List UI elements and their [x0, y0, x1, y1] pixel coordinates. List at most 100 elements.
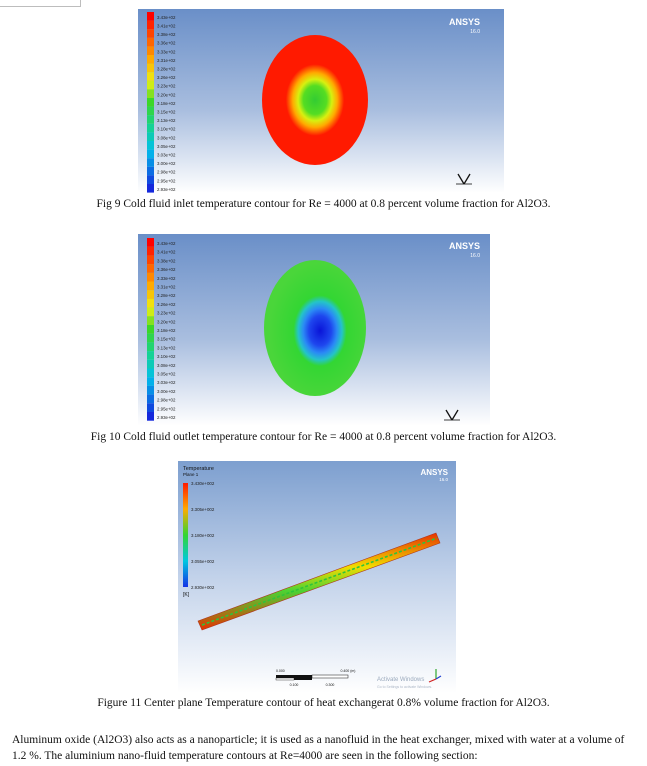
legend-color-band — [147, 316, 154, 325]
legend-color-band — [147, 403, 154, 412]
legend-tick-label: 3.38e+02 — [157, 32, 176, 37]
legend-color-band — [147, 106, 154, 116]
legend-tick-label: 3.23e+02 — [157, 311, 176, 316]
scale-label-max: 0.400 (m) — [341, 669, 356, 673]
legend-color-band — [147, 290, 154, 299]
color-legend-bar — [147, 12, 154, 193]
figure-9-caption: Fig 9 Cold fluid inlet temperature conto… — [96, 198, 551, 210]
legend-tick-label: 3.43e+02 — [157, 241, 176, 246]
legend-tick-label: 3.13e+02 — [157, 118, 176, 123]
legend-color-band — [147, 377, 154, 386]
legend-tick-label: 3.00e+02 — [157, 161, 176, 166]
legend-color-band — [147, 333, 154, 343]
legend-tick-label: 3.18e+02 — [157, 101, 176, 106]
legend-color-band — [147, 385, 154, 395]
legend-color-band — [147, 12, 154, 21]
legend-tick-label: 3.33e+02 — [157, 49, 176, 54]
legend-tick-label: 3.43e+02 — [157, 15, 176, 20]
legend-color-band — [147, 141, 154, 150]
scale-label-zero: 0.000 — [276, 669, 285, 673]
legend-color-band — [147, 55, 154, 64]
legend-tick-label: 2.98e+02 — [157, 398, 176, 403]
legend-color-band — [147, 351, 154, 360]
body-paragraph: Aluminum oxide (Al2O3) also acts as a na… — [12, 734, 625, 762]
page-corner-mark — [0, 0, 81, 7]
legend-tick-label: 3.08e+02 — [157, 135, 176, 140]
axis-triad-icon — [428, 669, 442, 683]
legend-tick-label: 3.28e+02 — [157, 66, 176, 71]
legend-tick-label: 3.20e+02 — [157, 319, 176, 324]
inlet-temperature-contour — [262, 35, 368, 165]
watermark-text: Activate Windows — [377, 677, 424, 683]
legend-tick-label: 2.930e+002 — [191, 585, 215, 590]
ansys-logo: ANSYS — [449, 17, 480, 27]
legend-tick-label: 3.03e+02 — [157, 380, 176, 385]
legend-tick-label: 3.180e+002 — [191, 533, 215, 538]
figure-11: Temperature Plane 1 3.430e+002 3.305e+002… — [178, 461, 456, 693]
scale-label-left: 0.100 — [290, 683, 299, 687]
legend-color-band — [147, 149, 154, 159]
color-legend-labels: 3.430e+002 3.305e+002 3.180e+002 3.055e+002… — [191, 481, 215, 590]
legend-tick-label: 3.26e+02 — [157, 75, 176, 80]
legend-color-band — [147, 272, 154, 282]
legend-tick-label: 3.15e+02 — [157, 337, 176, 342]
legend-color-band — [147, 132, 154, 141]
ansys-logo: ANSYS — [449, 241, 480, 251]
legend-tick-label: 3.41e+02 — [157, 250, 176, 255]
watermark-subtext: Go to Settings to activate Windows. — [377, 685, 432, 689]
axis-triad-icon — [456, 173, 472, 185]
legend-color-band — [147, 307, 154, 317]
legend-tick-label: 3.03e+02 — [157, 152, 176, 157]
legend-tick-label: 3.05e+02 — [157, 144, 176, 149]
legend-tick-label: 3.36e+02 — [157, 41, 176, 46]
legend-color-band — [147, 264, 154, 273]
legend-color-band — [147, 342, 154, 352]
scale-bar: 0.000 0.400 (m) 0.100 0.300 — [275, 669, 356, 687]
legend-tick-label: 3.28e+02 — [157, 293, 176, 298]
figure-10: 3.43e+02 3.41e+02 3.38e+02 3.36e+02 3.33e+02… — [138, 234, 490, 426]
legend-color-band — [147, 255, 154, 265]
legend-color-band — [147, 20, 154, 30]
legend-color-band — [147, 46, 154, 55]
legend-tick-label: 3.10e+02 — [157, 354, 176, 359]
legend-unit: [K] — [183, 592, 190, 598]
legend-tick-label: 3.05e+02 — [157, 371, 176, 376]
legend-tick-label: 2.98e+02 — [157, 170, 176, 175]
legend-tick-label: 3.10e+02 — [157, 127, 176, 132]
heat-exchanger-center-plane-contour — [197, 532, 441, 631]
legend-tick-label: 3.26e+02 — [157, 302, 176, 307]
scale-label-right: 0.300 — [326, 683, 335, 687]
color-legend-labels: 3.43e+02 3.41e+02 3.38e+02 3.36e+02 3.33e+02… — [157, 241, 176, 420]
legend-tick-label: 2.95e+02 — [157, 178, 176, 183]
legend-tick-label: 3.00e+02 — [157, 389, 176, 394]
legend-color-band — [147, 123, 154, 133]
legend-tick-label: 3.38e+02 — [157, 258, 176, 263]
legend-tick-label: 3.31e+02 — [157, 284, 176, 289]
legend-tick-label: 3.13e+02 — [157, 345, 176, 350]
color-legend-bar — [183, 483, 188, 587]
legend-tick-label: 3.430e+002 — [191, 481, 215, 486]
legend-color-band — [147, 325, 154, 334]
axis-triad-icon — [444, 409, 460, 421]
ansys-logo: ANSYS — [420, 468, 448, 477]
legend-color-band — [147, 281, 154, 291]
legend-tick-label: 3.31e+02 — [157, 58, 176, 63]
legend-tick-label: 3.41e+02 — [157, 23, 176, 28]
legend-color-band — [147, 98, 154, 107]
ansys-version: 16.0 — [439, 477, 448, 482]
legend-color-band — [147, 29, 154, 38]
figure-9: 3.43e+02 3.41e+02 3.38e+02 3.36e+02 3.33e+02… — [138, 9, 504, 193]
legend-subtitle: Plane 1 — [183, 472, 199, 477]
ansys-version: 16.0 — [470, 253, 480, 259]
legend-tick-label: 3.15e+02 — [157, 109, 176, 114]
legend-tick-label: 2.93e+02 — [157, 187, 176, 192]
legend-tick-label: 3.23e+02 — [157, 84, 176, 89]
legend-color-band — [147, 115, 154, 124]
legend-color-band — [147, 412, 154, 421]
legend-color-band — [147, 72, 154, 81]
figure-11-caption: Figure 11 Center plane Temperature conto… — [97, 697, 550, 709]
legend-tick-label: 3.18e+02 — [157, 328, 176, 333]
legend-tick-label: 3.055e+002 — [191, 559, 215, 564]
color-legend-labels: 3.43e+02 3.41e+02 3.38e+02 3.36e+02 3.33e+02… — [157, 15, 176, 192]
legend-color-band — [147, 89, 154, 98]
